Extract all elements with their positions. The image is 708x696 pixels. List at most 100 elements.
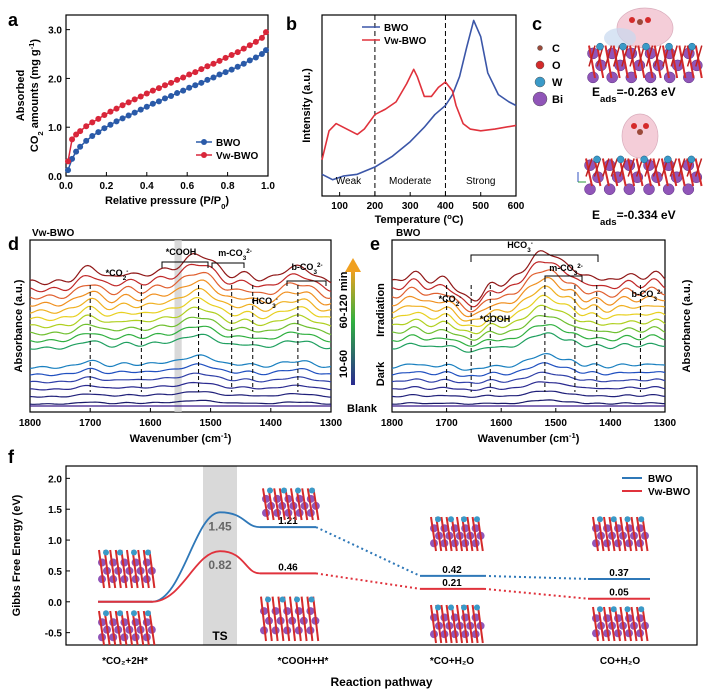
spectrum-curve xyxy=(29,372,332,384)
o-bond xyxy=(619,516,627,552)
o-bond xyxy=(678,158,686,177)
panel-a: a 0.0 0.2 0.4 0.6 0.8 1.0 0.0 1.0 2.0 3.0 Relative … xyxy=(8,10,275,211)
o-bond xyxy=(126,549,133,589)
o-bond xyxy=(620,45,629,79)
panel-e-label: e xyxy=(370,234,380,254)
spectrum-curve xyxy=(29,381,332,391)
panel-f: f -0.5 0.0 0.5 1.0 1.5 2.0 Gibbs Free Energy (e… xyxy=(8,447,698,689)
o-bond xyxy=(290,488,297,521)
bi-atom xyxy=(623,183,636,195)
state-label: *CO₂+2H* xyxy=(102,656,148,667)
w-atom xyxy=(638,606,645,613)
y-axis-label-group: Intensity (a.u.) xyxy=(301,68,313,143)
o-bond xyxy=(312,488,320,521)
o-atom xyxy=(629,17,635,23)
o-bond xyxy=(592,516,599,552)
connector xyxy=(315,526,421,577)
data-point-BWO xyxy=(210,74,217,81)
o-bond xyxy=(641,516,649,552)
spectrum-curve xyxy=(391,352,666,371)
o-bond xyxy=(430,516,437,552)
data-point-Vw-BWO xyxy=(246,42,253,49)
data-point-Vw-BWO xyxy=(155,85,162,92)
bi-atom xyxy=(584,183,596,195)
w-atom xyxy=(665,42,673,51)
atom-legend-c xyxy=(537,45,543,51)
w-atom xyxy=(435,604,441,611)
o-bond xyxy=(629,45,637,67)
time-arrow-head xyxy=(345,258,361,272)
structure-thumbnail xyxy=(98,549,156,589)
legend-label: BWO xyxy=(648,474,673,485)
o-bond xyxy=(630,606,638,642)
sample-title: BWO xyxy=(396,228,421,239)
o-bond xyxy=(694,45,703,79)
o-bond xyxy=(466,516,474,552)
o-bond xyxy=(277,596,285,642)
w-atom xyxy=(281,487,287,494)
w-atom xyxy=(265,596,271,603)
w-atom xyxy=(117,549,123,556)
atom-legend-label: C xyxy=(552,43,560,55)
o-bond xyxy=(445,604,453,644)
x-tick-label: 400 xyxy=(437,201,454,212)
y-tick-label: 2.0 xyxy=(48,74,62,85)
w-atom xyxy=(664,155,672,164)
w-atom xyxy=(640,155,648,164)
w-atom xyxy=(103,549,109,556)
data-point-Vw-BWO xyxy=(174,76,181,83)
eads-top: Eads=-0.263 eV xyxy=(592,85,676,105)
x-tick-label: 1400 xyxy=(260,418,283,429)
w-atom xyxy=(295,487,301,494)
o-bond xyxy=(637,45,646,79)
w-atom xyxy=(619,42,627,51)
data-point-Vw-BWO xyxy=(192,69,199,76)
bi-atom xyxy=(294,607,303,616)
bi-atom xyxy=(644,71,657,84)
data-point-BWO xyxy=(131,109,138,116)
state-label: CO+H₂O xyxy=(600,656,641,667)
ts-energy-value: 1.45 xyxy=(208,519,232,533)
data-point-BWO xyxy=(73,148,80,155)
y-tick-label: 2.0 xyxy=(48,474,62,485)
o-bond xyxy=(440,516,448,552)
w-atom xyxy=(597,606,603,613)
atom-legend-bi xyxy=(532,91,548,107)
region-label: Strong xyxy=(466,176,495,187)
o-bond xyxy=(608,606,616,642)
o-bond xyxy=(588,45,596,67)
peak-label: m-CO32- xyxy=(218,248,252,262)
data-point-Vw-BWO xyxy=(143,90,150,97)
spectrum-curve xyxy=(391,261,666,308)
data-point-BWO xyxy=(234,63,241,70)
x-axis-label: Wavenumber (cm-1) xyxy=(478,431,580,446)
spectrum-curve xyxy=(29,287,332,314)
o-bond xyxy=(592,606,599,642)
o-bond xyxy=(619,158,627,177)
data-point-BWO xyxy=(216,71,223,78)
o-bond xyxy=(614,606,621,642)
x-tick-label: 1600 xyxy=(490,418,513,429)
spectrum-curve xyxy=(391,390,666,398)
o-atom xyxy=(643,123,649,129)
w-atom xyxy=(638,516,645,523)
o-bond xyxy=(306,488,314,521)
energy-value: 0.21 xyxy=(442,578,462,589)
o-bond xyxy=(686,158,695,187)
o-bond xyxy=(103,610,111,646)
x-tick-label: 0.6 xyxy=(180,181,194,192)
w-atom xyxy=(597,516,603,523)
data-point-Vw-BWO xyxy=(161,82,168,89)
time-label-long: 60-120 min xyxy=(338,271,350,328)
data-point-BWO xyxy=(125,112,132,119)
bi-atom xyxy=(643,183,655,195)
spectrum-curve xyxy=(29,252,332,286)
data-point-Vw-BWO xyxy=(234,49,241,56)
data-point-Vw-BWO xyxy=(149,87,156,94)
eads-bottom: Eads=-0.334 eV xyxy=(592,208,676,228)
connector xyxy=(315,572,421,590)
label-rot: 10-60 xyxy=(338,350,350,378)
o-bond xyxy=(289,596,296,642)
